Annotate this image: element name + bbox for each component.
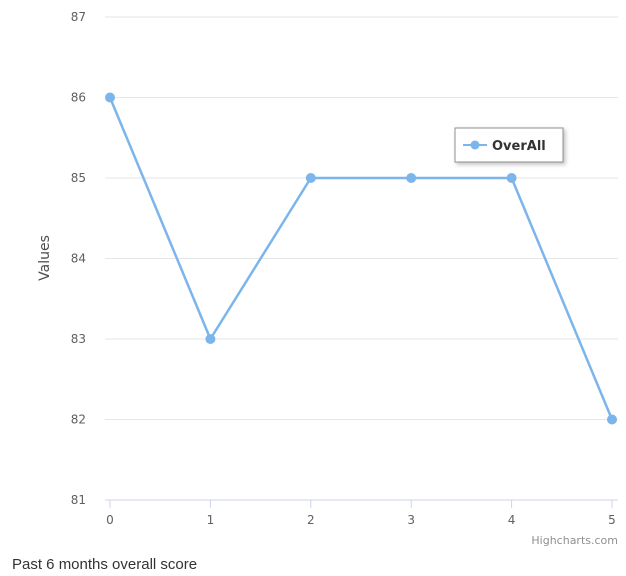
y-tick-label: 87: [71, 10, 86, 24]
x-tick-label: 5: [608, 513, 616, 527]
y-tick-label: 81: [71, 493, 86, 507]
legend-marker-symbol: [470, 140, 480, 150]
data-point[interactable]: [506, 173, 517, 183]
legend[interactable]: OverAll: [454, 127, 564, 163]
x-axis: 0 1 2 3 4 5: [105, 499, 618, 527]
x-tick-label: 3: [407, 513, 415, 527]
data-point[interactable]: [607, 414, 617, 425]
y-axis-title: Values: [37, 235, 53, 281]
credits-link[interactable]: Highcharts.com: [531, 534, 618, 547]
x-tick-label: 1: [207, 513, 215, 527]
series-line: [108, 96, 614, 421]
y-axis: 81 82 83 84 85 86 87: [71, 10, 86, 507]
y-tick-label: 83: [71, 332, 86, 346]
series-overall[interactable]: [105, 92, 617, 425]
y-tick-label: 82: [71, 413, 86, 427]
grid-lines: [105, 16, 618, 420]
x-tick-label: 2: [307, 513, 315, 527]
data-point[interactable]: [105, 92, 115, 103]
data-point[interactable]: [205, 334, 216, 344]
chart-caption: Past 6 months overall score: [12, 556, 198, 573]
legend-item-overall[interactable]: OverAll: [492, 139, 546, 154]
y-tick-label: 84: [71, 252, 86, 266]
x-tick-label: 0: [106, 513, 114, 527]
line-chart: 81 82 83 84 85 86 87 0 1 2 3 4 5 Values OverAll Hig…: [37, 10, 618, 547]
y-tick-label: 86: [71, 91, 86, 105]
data-point[interactable]: [305, 173, 316, 183]
y-tick-label: 85: [71, 171, 86, 185]
data-point[interactable]: [406, 173, 417, 183]
x-tick-label: 4: [508, 513, 516, 527]
